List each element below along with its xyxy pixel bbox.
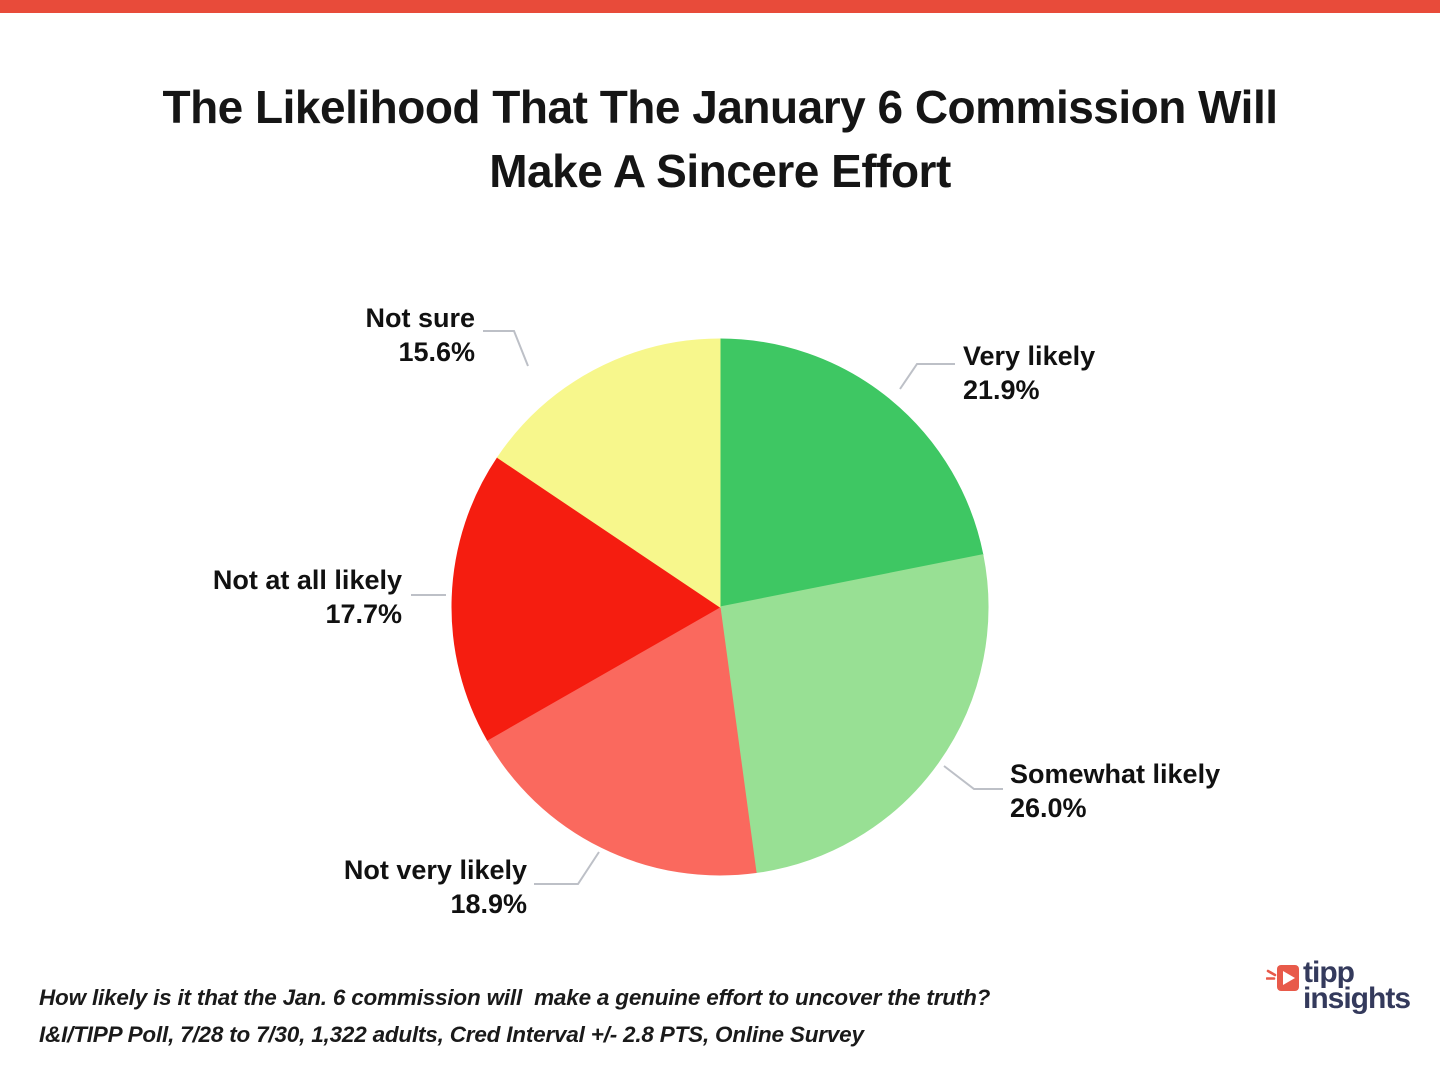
callout-not-sure: Not sure 15.6% <box>365 301 475 369</box>
slice-percent: 21.9% <box>963 375 1040 405</box>
logo-word-insights: insights <box>1303 982 1411 1015</box>
pie-slice-not-very-likely <box>486 606 757 876</box>
slice-percent: 15.6% <box>398 337 475 367</box>
callout-very-likely: Very likely 21.9% <box>963 339 1095 407</box>
leader-line-not-sure <box>483 330 529 367</box>
footer-question: How likely is it that the Jan. 6 commiss… <box>39 985 991 1010</box>
callout-not-very-likely: Not very likely 18.9% <box>344 853 527 921</box>
callout-somewhat-likely: Somewhat likely 26.0% <box>1010 757 1220 825</box>
slice-label: Very likely <box>963 341 1096 371</box>
page-title-line1: The Likelihood That The January 6 Commis… <box>162 81 1278 133</box>
slice-label: Not very likely <box>343 855 527 885</box>
pie-slice-very-likely <box>719 338 984 608</box>
logo-word-tipp: tipp <box>1303 956 1355 989</box>
page-title: The Likelihood That The January 6 Commis… <box>0 75 1440 203</box>
tipp-insights-logo: tipp insights <box>1266 956 1411 1015</box>
callout-not-at-all-likely: Not at all likely 17.7% <box>213 563 402 631</box>
slice-percent: 17.7% <box>325 599 402 629</box>
top-accent-bar <box>0 0 1440 13</box>
slice-percent: 26.0% <box>1010 793 1087 823</box>
leader-line-somewhat-likely <box>943 765 1003 790</box>
pie-slice-somewhat-likely <box>719 554 989 874</box>
footer-methodology: I&I/TIPP Poll, 7/28 to 7/30, 1,322 adult… <box>39 1022 864 1047</box>
pie-slice-not-at-all-likely <box>451 456 721 741</box>
leader-line-very-likely <box>899 363 955 390</box>
leader-line-not-very-likely <box>534 851 600 885</box>
slice-label: Not at all likely <box>212 565 402 595</box>
slice-percent: 18.9% <box>450 889 527 919</box>
slice-label: Somewhat likely <box>1010 759 1221 789</box>
pie-slice-not-sure <box>496 338 721 608</box>
tipp-logo-icon <box>1266 965 1299 991</box>
slice-label: Not sure <box>365 303 475 333</box>
page-title-line2: Make A Sincere Effort <box>489 145 951 197</box>
